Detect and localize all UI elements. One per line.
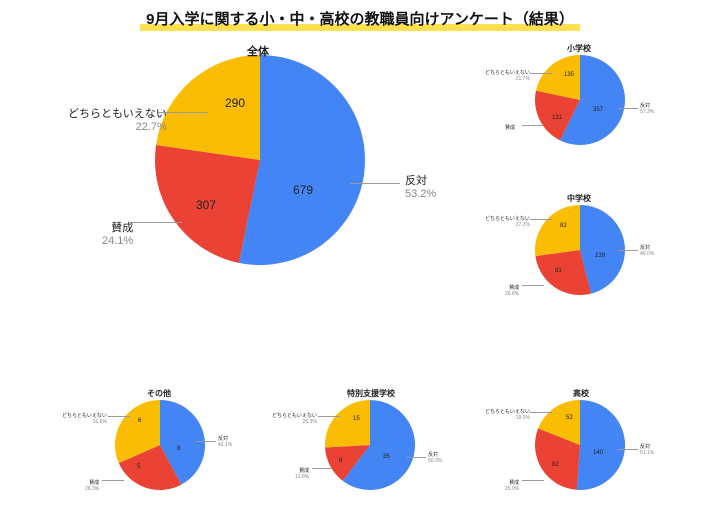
spe-oppose-label: 反対60.3%	[428, 452, 442, 464]
oth-oppose-value: 8	[177, 446, 180, 452]
high-favor-value: 82	[552, 462, 559, 468]
elem-neither-value: 135	[564, 72, 574, 78]
jun-neither-value: 82	[560, 223, 567, 229]
jun-oppose-value: 139	[595, 253, 605, 259]
spe-oppose-value: 35	[383, 454, 390, 460]
pie-slice-neither	[535, 205, 580, 256]
chart-other-title: その他	[147, 388, 171, 399]
main-favor-label: 賛成 24.1%	[102, 222, 133, 248]
leader	[158, 112, 208, 113]
oth-favor-label: 賛成26.3%	[85, 480, 99, 492]
spe-favor-label: 賛成13.8%	[295, 468, 309, 480]
high-neither-label: どちらともいえない19.0%	[485, 409, 530, 421]
pie-elementary	[535, 55, 625, 145]
high-neither-value: 52	[566, 415, 573, 421]
spe-neither-label: どちらともいえない25.9%	[272, 413, 317, 425]
leader	[530, 73, 552, 74]
leader	[318, 416, 340, 417]
pie-main	[155, 55, 365, 265]
main-favor-value: 307	[196, 198, 216, 212]
jun-favor-value: 81	[555, 268, 562, 274]
leader	[406, 457, 426, 458]
elem-favor-value: 131	[552, 115, 562, 121]
high-oppose-value: 140	[593, 450, 603, 456]
oth-oppose-label: 反対42.1%	[218, 436, 232, 448]
leader	[312, 468, 332, 469]
leader	[522, 285, 544, 286]
elem-oppose-value: 357	[593, 107, 603, 113]
chart-elementary-title: 小学校	[567, 43, 591, 54]
leader	[618, 449, 638, 450]
pie-other	[115, 400, 205, 490]
leader	[350, 183, 400, 184]
leader	[102, 480, 124, 481]
chart-special: 特別支援学校 35 8 15	[325, 400, 415, 490]
high-favor-label: 賛成29.9%	[505, 480, 519, 492]
main-neither-value: 290	[225, 96, 245, 110]
pie-special	[325, 400, 415, 490]
pie-slice-neither	[325, 400, 370, 447]
elem-favor-label: 賛成	[505, 125, 515, 131]
jun-favor-label: 賛成26.8%	[505, 285, 519, 297]
leader	[618, 250, 638, 251]
page-title: 9月入学に関する小・中・高校の教職員向けアンケート（結果）	[140, 8, 580, 29]
main-neither-label: どちらともいえない 22.7%	[68, 108, 167, 134]
pie-high	[535, 400, 625, 490]
chart-main: 全体 679 307 290	[155, 55, 365, 265]
oth-neither-value: 6	[138, 418, 141, 424]
leader	[618, 108, 638, 109]
oth-neither-label: どちらともいえない31.6%	[62, 413, 107, 425]
spe-neither-value: 15	[353, 416, 360, 422]
main-oppose-label: 反対 53.2%	[405, 175, 436, 201]
elem-oppose-label: 反対57.3%	[640, 103, 654, 115]
chart-junior-title: 中学校	[567, 193, 591, 204]
jun-neither-label: どちらともいえない27.2%	[485, 216, 530, 228]
jun-oppose-label: 反対46.0%	[640, 245, 654, 257]
main-oppose-value: 679	[293, 183, 313, 197]
pie-slice-oppose	[577, 400, 625, 490]
elem-neither-label: どちらともいえない21.7%	[485, 70, 530, 82]
leader	[530, 412, 552, 413]
chart-special-title: 特別支援学校	[347, 388, 395, 399]
oth-favor-value: 5	[137, 464, 140, 470]
chart-high: 高校 140 82 52	[535, 400, 625, 490]
leader	[522, 125, 544, 126]
leader	[108, 416, 130, 417]
leader	[130, 222, 182, 223]
chart-other: その他 8 5 6	[115, 400, 205, 490]
chart-high-title: 高校	[573, 388, 589, 399]
leader	[530, 219, 552, 220]
leader	[522, 480, 544, 481]
chart-main-title: 全体	[247, 43, 269, 59]
chart-elementary: 小学校 357 131 135	[535, 55, 625, 145]
spe-favor-value: 8	[339, 458, 342, 464]
high-oppose-label: 反対51.1%	[640, 444, 654, 456]
leader	[196, 441, 216, 442]
